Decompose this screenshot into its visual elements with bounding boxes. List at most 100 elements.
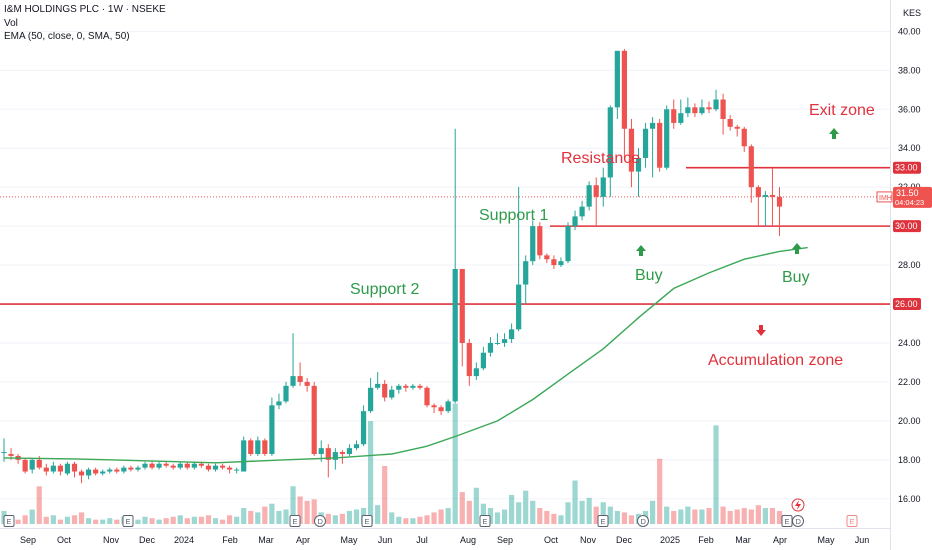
volume-bar (43, 516, 49, 524)
support-2-label[interactable]: Support 2 (350, 281, 419, 298)
earnings-marker[interactable] (122, 515, 134, 527)
candle-body (248, 440, 254, 454)
buy-arrow-2-icon[interactable] (792, 243, 802, 254)
candle-body (501, 339, 508, 343)
candle-body (438, 407, 444, 412)
candle-body (741, 128, 747, 147)
volume-bar (325, 513, 331, 524)
accumulation-zone-label[interactable]: Accumulation zone (708, 352, 843, 369)
volume-indicator-label[interactable]: Vol (4, 18, 18, 29)
candle-body (29, 459, 35, 470)
volume-bar (480, 503, 486, 524)
buy-label-1[interactable]: Buy (635, 267, 663, 284)
time-tick-label: Oct (544, 535, 559, 545)
candle-body (671, 109, 677, 123)
candle-body (382, 383, 388, 398)
volume-bar (516, 502, 522, 524)
volume-bar (170, 516, 176, 524)
candle-body (43, 467, 49, 472)
candle-body (593, 185, 599, 197)
candle-body (748, 146, 754, 188)
volume-bar (234, 516, 240, 524)
volume-bar (339, 513, 345, 524)
candle-body (36, 459, 42, 468)
volume-bar (389, 512, 395, 524)
time-tick-label: Mar (735, 535, 751, 545)
current-price-tag[interactable] (893, 186, 932, 208)
volume-bar (283, 509, 289, 524)
candle-body (128, 467, 134, 470)
symbol-title[interactable]: I&M HOLDINGS PLC · 1W · NSEKE (4, 4, 166, 15)
candle-body (396, 385, 402, 390)
candle-body (480, 352, 486, 369)
price-tick-label: 40.00 (898, 26, 921, 36)
volume-bar (650, 500, 656, 524)
candle-body (551, 259, 557, 266)
candle-body (452, 268, 458, 402)
earnings-marker[interactable] (597, 515, 609, 527)
event-marker-label: D (318, 517, 324, 526)
exit-zone-label[interactable]: Exit zone (809, 102, 875, 119)
earnings-marker[interactable] (3, 515, 15, 527)
volume-bar (544, 510, 550, 524)
price-tick-label: 36.00 (898, 104, 921, 114)
buy-label-2[interactable]: Buy (782, 269, 810, 286)
candle-body (762, 194, 768, 197)
volume-bar (198, 516, 204, 524)
volume-bar (417, 516, 423, 524)
candle-body (487, 342, 494, 353)
buy-arrow-1-icon[interactable] (636, 245, 646, 256)
currency-label[interactable]: KES (903, 8, 921, 18)
volume-bar (50, 515, 56, 524)
volume-bar (459, 492, 465, 524)
volume-bar (93, 519, 99, 524)
price-tick-label: 28.00 (898, 260, 921, 270)
volume-bar (558, 515, 564, 524)
level-tag[interactable] (893, 220, 921, 233)
candle-body (276, 401, 282, 406)
candle-body (650, 122, 656, 129)
current-price-label: 31.50 (896, 188, 919, 198)
earnings-marker[interactable] (846, 515, 858, 527)
candle-body (713, 99, 719, 110)
price-tick-label: 18.00 (898, 455, 921, 465)
volume-bar (255, 512, 261, 524)
candle-body (699, 107, 705, 114)
dividend-marker[interactable] (637, 515, 649, 527)
time-tick-label: Apr (773, 535, 787, 545)
candle-body (523, 261, 529, 285)
candle-body (107, 469, 113, 472)
earnings-marker[interactable] (361, 515, 373, 527)
support-1-label[interactable]: Support 1 (479, 207, 548, 224)
price-tick-label: 22.00 (898, 377, 921, 387)
volume-bar (614, 510, 620, 524)
volume-bar (304, 500, 310, 524)
volume-bar (15, 519, 21, 524)
volume-bar (107, 518, 113, 524)
exit-arrow-icon[interactable] (829, 128, 839, 139)
symbol-badge (876, 191, 893, 203)
candle-body (657, 122, 663, 168)
volume-bar (537, 508, 543, 524)
candle-body (368, 387, 374, 412)
volume-bar (748, 509, 754, 524)
dividend-marker[interactable] (314, 515, 326, 527)
volume-bar (184, 518, 190, 524)
volume-bar (29, 509, 35, 524)
level-tag[interactable] (893, 298, 921, 311)
level-tag[interactable] (893, 161, 921, 174)
accumulation-arrow-icon[interactable] (756, 325, 766, 336)
event-marker-label: E (483, 517, 488, 526)
candle-body (537, 226, 543, 256)
earnings-marker[interactable] (289, 515, 301, 527)
volume-bar (600, 502, 606, 524)
earnings-marker[interactable] (479, 515, 491, 527)
resistance-label[interactable]: Resistance (561, 150, 640, 167)
candle-body (297, 376, 303, 382)
volume-bar (776, 510, 783, 524)
dividend-marker[interactable] (792, 515, 804, 527)
ema-indicator-label[interactable]: EMA (50, close, 0, SMA, 50) (4, 31, 130, 42)
candle-body (22, 459, 28, 472)
candle-body (269, 405, 275, 454)
